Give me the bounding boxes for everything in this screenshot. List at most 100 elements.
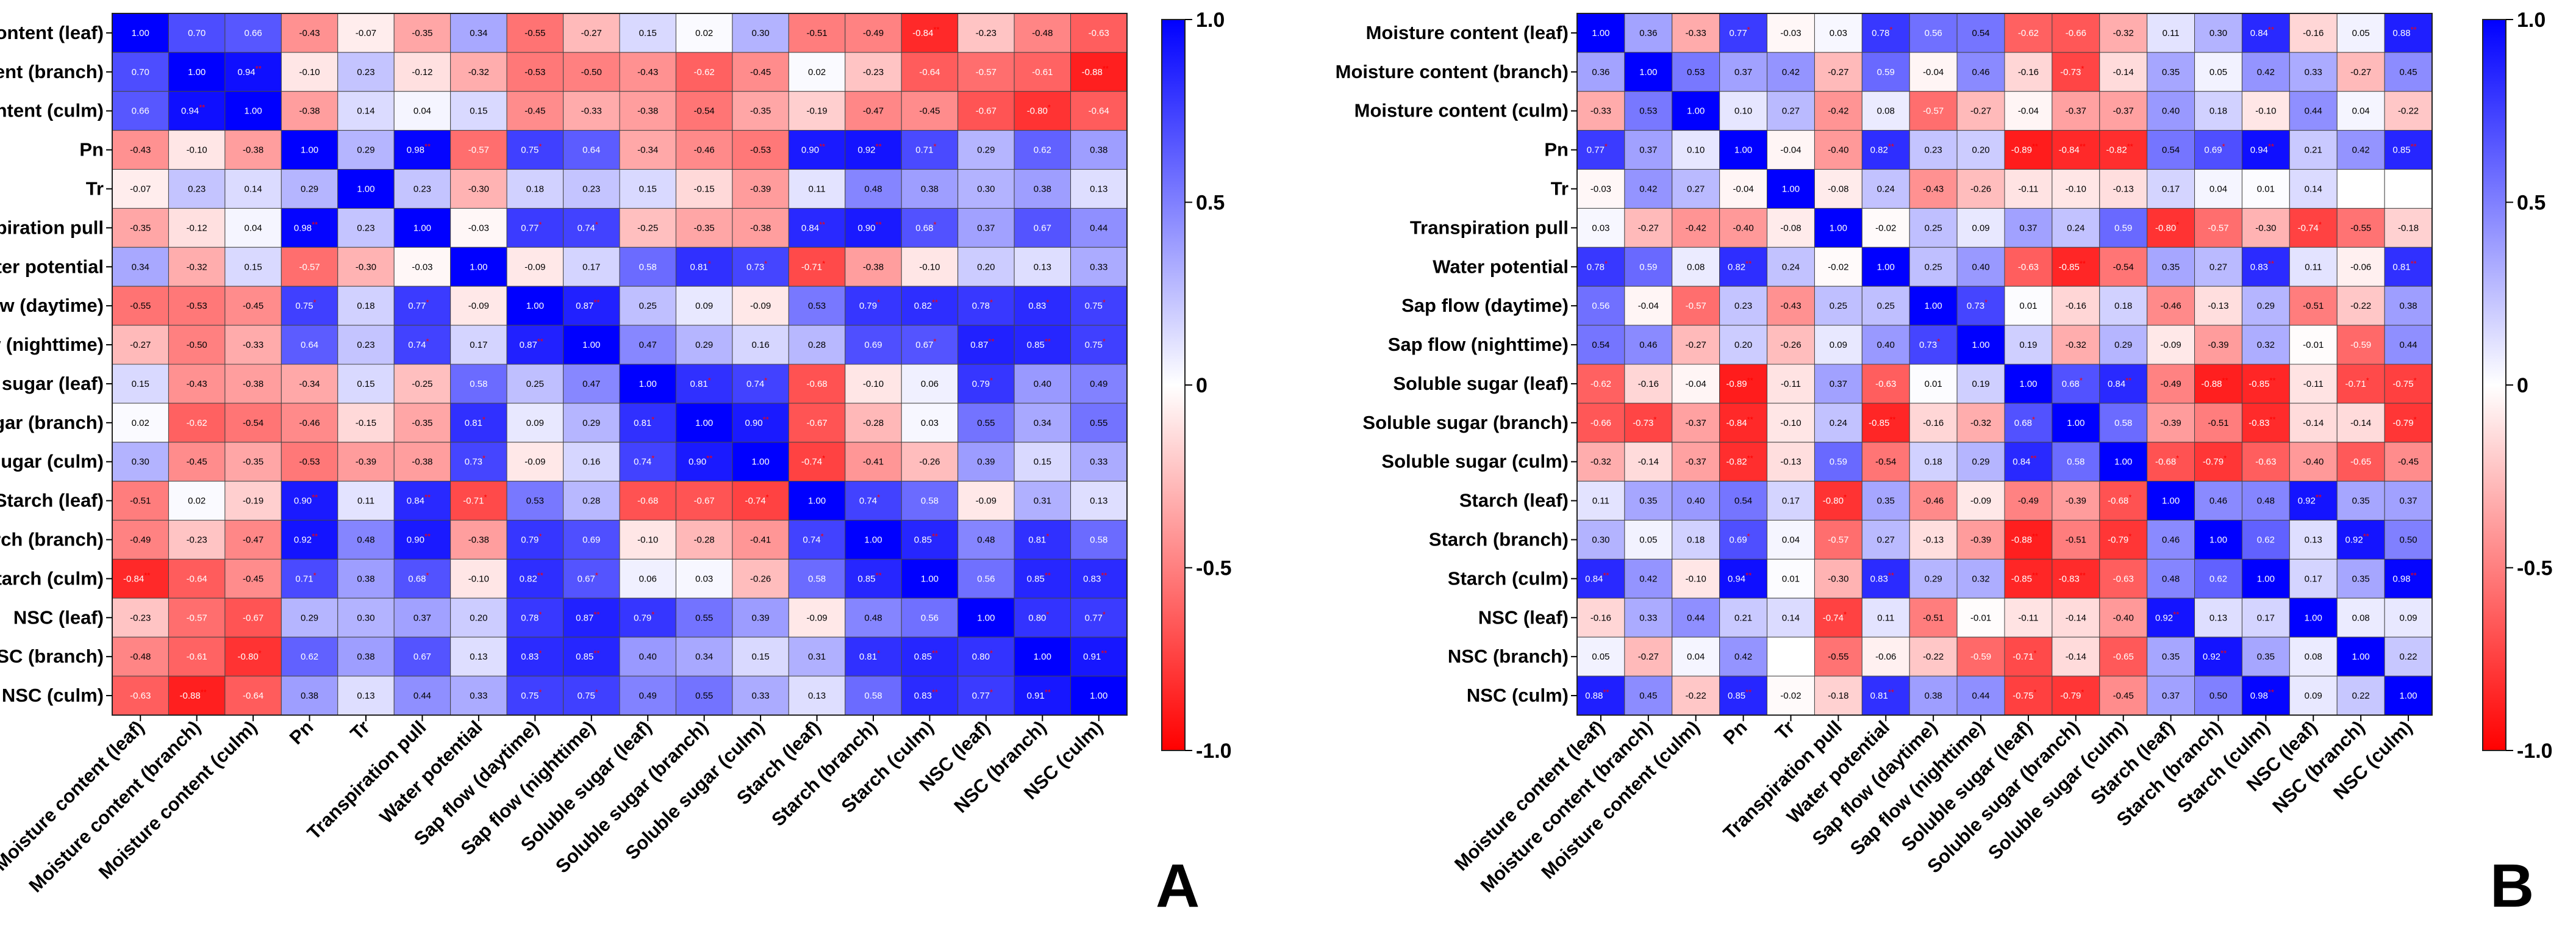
significance-mark: ** bbox=[932, 649, 938, 658]
heatmap-cell bbox=[224, 325, 282, 365]
heatmap-cell bbox=[1767, 403, 1815, 443]
cell-value: 0.40 bbox=[2162, 106, 2180, 117]
cell-value: -0.06 bbox=[1875, 652, 1896, 662]
cell-value: 0.48 bbox=[864, 613, 882, 623]
cell-value: 0.73* bbox=[465, 454, 485, 467]
cell-value: -0.23 bbox=[187, 535, 207, 545]
heatmap-cell bbox=[224, 169, 282, 209]
heatmap-cell bbox=[2384, 52, 2433, 92]
cell-value: 0.14 bbox=[2305, 184, 2322, 195]
heatmap-cell bbox=[2052, 286, 2100, 326]
cell-value: -0.13 bbox=[1923, 535, 1944, 545]
heatmap-cell bbox=[957, 52, 1015, 92]
cell-value: 0.55 bbox=[695, 613, 713, 623]
heatmap-cell bbox=[1576, 558, 1625, 599]
heatmap-cell bbox=[1719, 481, 1768, 521]
significance-mark: * bbox=[2080, 376, 2083, 385]
cell-value: -0.04 bbox=[1923, 67, 1944, 77]
cell-value: -0.32 bbox=[1590, 457, 1611, 467]
heatmap-cell bbox=[2241, 403, 2290, 443]
cell-value: 0.15 bbox=[357, 379, 374, 389]
heatmap-cell bbox=[393, 597, 451, 638]
heatmap-cell bbox=[732, 13, 789, 53]
significance-mark: ** bbox=[2127, 142, 2133, 151]
cell-value: 0.53 bbox=[808, 301, 826, 311]
cell-value: -0.37 bbox=[1686, 457, 1706, 467]
heatmap-cell bbox=[2004, 442, 2053, 482]
heatmap-cell bbox=[1814, 636, 1862, 677]
heatmap-cell bbox=[2147, 597, 2195, 638]
cell-value: -0.39 bbox=[1970, 535, 1991, 545]
heatmap-cell bbox=[788, 403, 846, 443]
cell-value: 0.27 bbox=[2209, 262, 2227, 272]
cell-value: 0.04 bbox=[2209, 184, 2227, 195]
heatmap-cell bbox=[450, 442, 507, 482]
heatmap-cell bbox=[1814, 13, 1862, 53]
cell-value: -0.12 bbox=[187, 223, 207, 233]
cell-value: 0.33 bbox=[1639, 613, 1657, 623]
heatmap-cell bbox=[281, 597, 338, 638]
cell-value: -0.45 bbox=[243, 301, 263, 311]
cell-value: 0.73* bbox=[1967, 298, 1987, 311]
heatmap-cell bbox=[2147, 636, 2195, 677]
heatmap-cell bbox=[901, 207, 959, 248]
significance-mark: * bbox=[708, 259, 711, 268]
heatmap-cell bbox=[845, 286, 902, 326]
cell-value: 0.23 bbox=[1734, 301, 1752, 311]
colorbar-tick-label: 1.0 bbox=[1196, 9, 1225, 32]
cell-value: -0.80* bbox=[2155, 220, 2179, 233]
heatmap-cell bbox=[1909, 403, 1958, 443]
heatmap-cell bbox=[1956, 597, 2005, 638]
cell-value: 0.29 bbox=[582, 418, 600, 428]
heatmap-cell bbox=[2241, 13, 2290, 53]
cell-value: -0.85** bbox=[2249, 376, 2275, 389]
cell-value: 0.50 bbox=[2399, 535, 2417, 545]
cell-value: 0.14 bbox=[1782, 613, 1800, 623]
cell-value: -0.80* bbox=[1823, 493, 1847, 506]
significance-mark: ** bbox=[201, 688, 207, 697]
cell-value: -0.08 bbox=[1780, 223, 1801, 233]
heatmap-cell bbox=[563, 481, 620, 521]
heatmap-cell bbox=[901, 246, 959, 287]
cell-value: 0.24 bbox=[2067, 223, 2084, 233]
cell-value: -0.40 bbox=[1733, 223, 1754, 233]
heatmap-cell bbox=[732, 558, 789, 599]
cell-value: 0.04 bbox=[413, 106, 431, 117]
cell-value: -0.10 bbox=[919, 262, 940, 272]
cell-value: 0.28 bbox=[808, 340, 826, 350]
heatmap-cell bbox=[2289, 13, 2338, 53]
heatmap-cell bbox=[732, 636, 789, 677]
cell-value: -0.07 bbox=[130, 184, 151, 195]
significance-mark: ** bbox=[144, 570, 150, 580]
significance-mark: ** bbox=[932, 688, 938, 697]
heatmap-cell bbox=[2194, 364, 2242, 404]
cell-value: -0.25 bbox=[637, 223, 658, 233]
heatmap-cell bbox=[732, 130, 789, 170]
row-label: Water potential bbox=[0, 256, 104, 277]
cell-value: -0.26 bbox=[750, 574, 771, 584]
significance-mark: ** bbox=[2411, 142, 2417, 151]
cell-value: 0.40 bbox=[639, 652, 657, 662]
heatmap-cell bbox=[1719, 675, 1768, 716]
significance-mark: ** bbox=[1889, 415, 1895, 424]
heatmap-cell bbox=[281, 13, 338, 53]
heatmap-cell bbox=[393, 52, 451, 92]
significance-mark: ** bbox=[1045, 688, 1051, 697]
heatmap-cell bbox=[506, 597, 564, 638]
cell-value: -0.51 bbox=[2303, 301, 2324, 311]
cell-value: 0.03 bbox=[695, 574, 713, 584]
heatmap-cell bbox=[1576, 130, 1625, 170]
heatmap-cell bbox=[1956, 442, 2005, 482]
heatmap-cell bbox=[2241, 558, 2290, 599]
cell-value: 0.38 bbox=[301, 691, 318, 701]
heatmap-cell bbox=[732, 207, 789, 248]
significance-mark: * bbox=[877, 298, 880, 307]
significance-mark: * bbox=[2032, 415, 2035, 424]
cell-value: 0.73* bbox=[1919, 337, 1940, 350]
heatmap-cell bbox=[1767, 481, 1815, 521]
cell-value: 0.06 bbox=[639, 574, 657, 584]
heatmap-cell bbox=[1861, 675, 1910, 716]
cell-value: 0.42 bbox=[1639, 574, 1657, 584]
cell-value: -0.45 bbox=[243, 574, 263, 584]
heatmap-cell bbox=[1672, 558, 1720, 599]
